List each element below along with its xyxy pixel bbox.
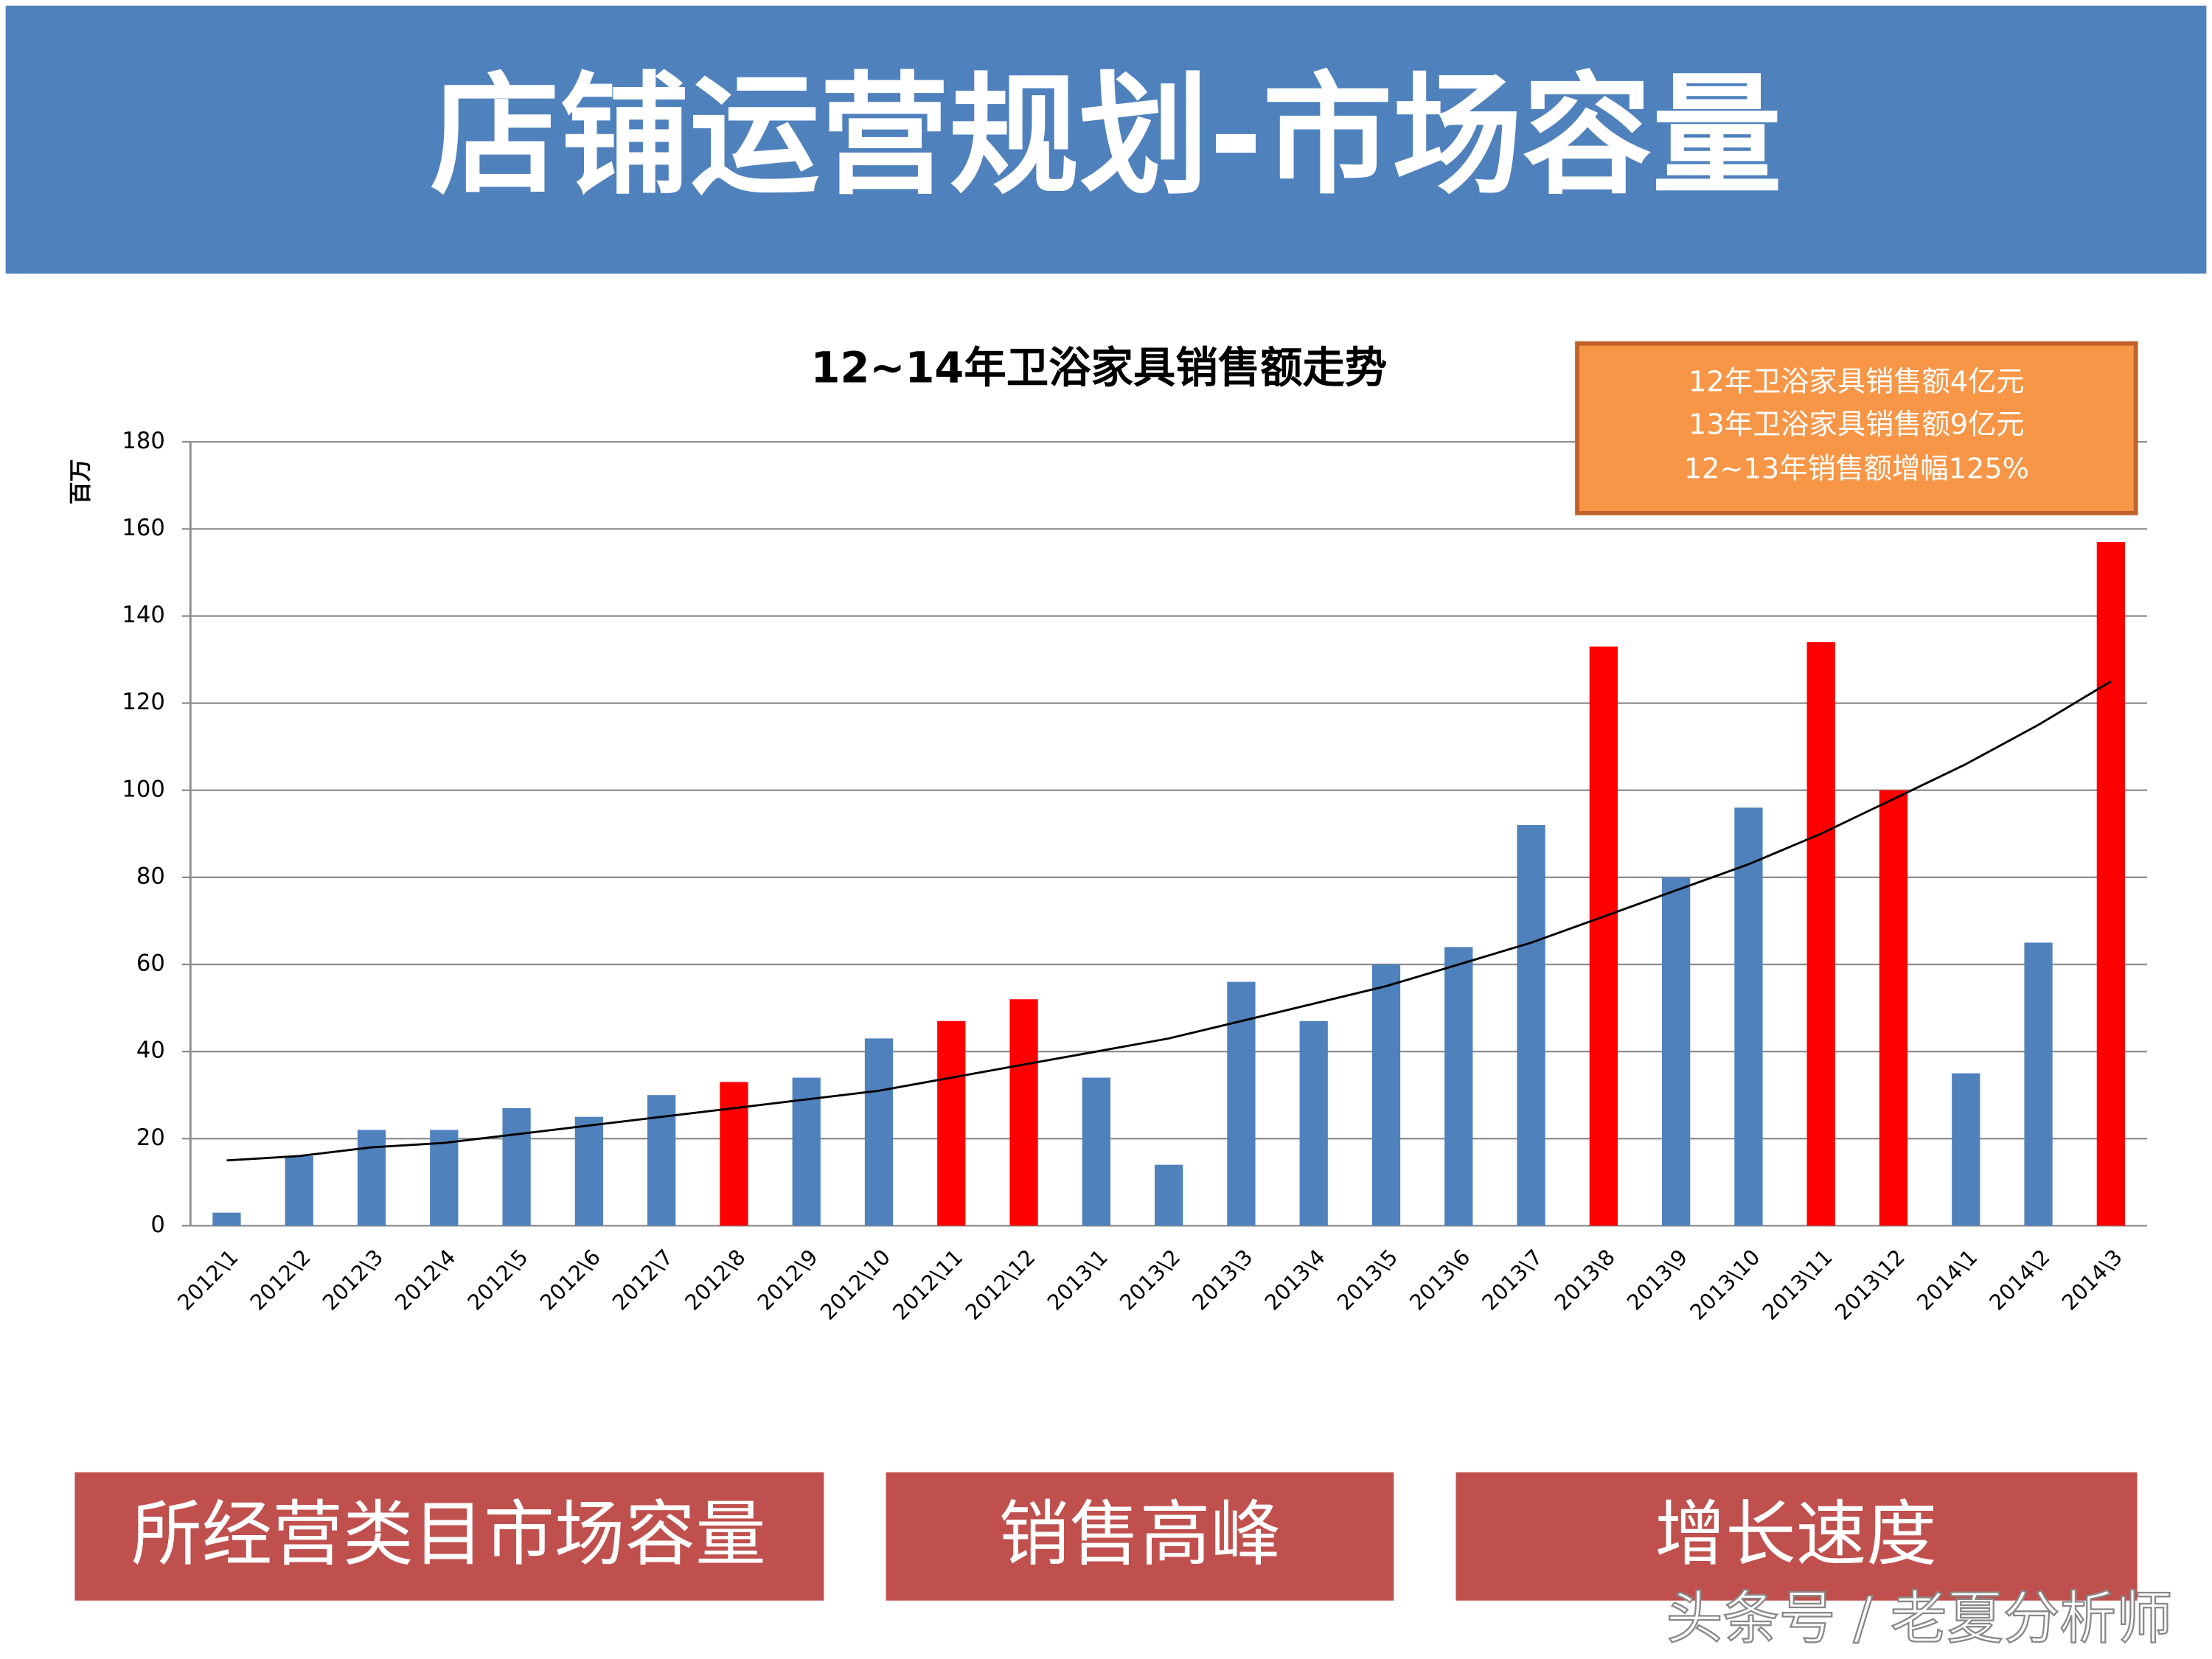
bar [2096, 542, 2125, 1226]
x-tick-label: 2013\1 [1043, 1245, 1113, 1315]
tag-box [886, 1472, 1394, 1601]
x-tick-label: 2013\2 [1115, 1245, 1185, 1315]
x-tick-label: 2014\2 [1984, 1245, 2054, 1315]
bar [212, 1212, 241, 1226]
bar [720, 1082, 748, 1226]
x-tick-label: 2012\6 [535, 1245, 605, 1315]
x-tick-label: 2012\12 [960, 1245, 1040, 1325]
x-tick-label: 2013\6 [1405, 1245, 1475, 1315]
x-tick-label: 2013\8 [1550, 1245, 1620, 1315]
bar [1662, 877, 1691, 1226]
tag-label: 增长速度 [1655, 1493, 1937, 1576]
tag-box [74, 1472, 824, 1601]
y-tick-label: 60 [136, 950, 165, 976]
chart-title: 12~14年卫浴家具销售额走势 [811, 342, 1388, 392]
bar [792, 1077, 821, 1226]
tag-label: 所经营类目市场容量 [131, 1493, 766, 1576]
y-axis-label: 百万 [68, 459, 94, 504]
x-tick-label: 2014\1 [1912, 1245, 1982, 1315]
bar [1155, 1164, 1183, 1226]
bar [357, 1130, 386, 1226]
x-tick-label: 2012\5 [462, 1245, 532, 1315]
x-tick-label: 2013\3 [1187, 1245, 1257, 1315]
bar [1734, 807, 1763, 1226]
annotation-line: 12~13年销售额增幅125% [1684, 452, 2029, 485]
x-tick-label: 2013\5 [1332, 1245, 1402, 1315]
header-band [5, 5, 2207, 274]
y-tick-label: 120 [122, 689, 164, 715]
x-tick-label: 2012\8 [680, 1245, 750, 1315]
bar [285, 1155, 313, 1226]
x-tick-label: 2013\9 [1622, 1245, 1692, 1315]
y-tick-label: 160 [122, 515, 164, 541]
bar [1879, 790, 1908, 1226]
x-tick-label: 2012\2 [245, 1245, 315, 1315]
bar [1517, 824, 1545, 1226]
x-tick-label: 2013\12 [1830, 1245, 1910, 1325]
y-tick-label: 100 [122, 776, 164, 802]
bar [1371, 964, 1401, 1226]
x-tick-label: 2013\7 [1477, 1245, 1547, 1315]
bar [1009, 999, 1038, 1226]
x-tick-label: 2014\3 [2057, 1245, 2127, 1315]
x-tick-label: 2012\11 [888, 1245, 967, 1325]
x-tick-label: 2012\7 [608, 1245, 678, 1315]
annotation-line: 12年卫浴家具销售额4亿元 [1688, 365, 2025, 398]
annotation-line: 13年卫浴家具销售额9亿元 [1688, 408, 2025, 441]
x-tick-label: 2012\4 [390, 1245, 460, 1315]
bar [937, 1020, 966, 1226]
x-tick-label: 2012\10 [815, 1245, 895, 1325]
x-tick-label: 2012\1 [173, 1245, 243, 1315]
y-tick-label: 140 [122, 602, 164, 628]
y-tick-label: 80 [136, 863, 165, 889]
tag-label: 销售高峰 [999, 1493, 1281, 1576]
bar [864, 1038, 894, 1226]
watermark: 头条号 / 老夏分析师 [1666, 1585, 2173, 1651]
bar [430, 1130, 459, 1226]
x-tick-label: 2012\3 [318, 1245, 388, 1315]
annotation-box [1575, 341, 2138, 515]
y-tick-label: 0 [150, 1211, 164, 1238]
trend-line [226, 680, 2112, 1162]
header-title: 店铺运营规划-市场容量 [430, 60, 1781, 212]
tag-box [1455, 1472, 2138, 1601]
x-tick-label: 2013\11 [1758, 1245, 1837, 1325]
bar [2024, 942, 2053, 1226]
x-tick-label: 2013\4 [1259, 1245, 1329, 1315]
y-tick-label: 180 [122, 428, 164, 454]
x-tick-label: 2012\9 [752, 1245, 822, 1315]
bar [1444, 947, 1473, 1226]
bar [1082, 1077, 1110, 1226]
bar [502, 1107, 531, 1226]
bar [1589, 646, 1618, 1226]
bar [1952, 1073, 1980, 1226]
bar [1806, 641, 1835, 1226]
y-tick-label: 40 [136, 1037, 165, 1064]
x-tick-label: 2013\10 [1685, 1245, 1764, 1325]
bar [1299, 1020, 1328, 1226]
bar [574, 1116, 603, 1226]
y-tick-label: 20 [136, 1124, 165, 1151]
